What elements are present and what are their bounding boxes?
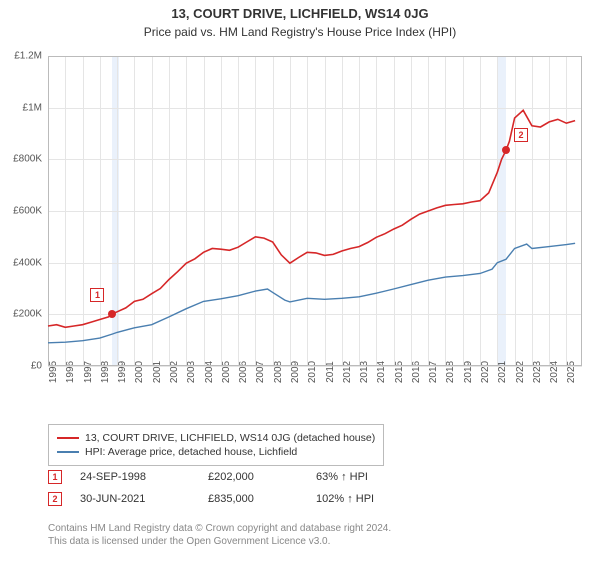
sale-price: £202,000 [208,471,298,483]
chart-lines [48,56,582,366]
legend-label: 13, COURT DRIVE, LICHFIELD, WS14 0JG (de… [85,432,375,444]
sale-vs-hpi: 63% ↑ HPI [316,471,368,483]
legend: 13, COURT DRIVE, LICHFIELD, WS14 0JG (de… [48,424,384,466]
y-axis-label: £400K [13,257,42,268]
legend-label: HPI: Average price, detached house, Lich… [85,446,297,458]
sale-marker-dot [502,146,510,154]
legend-row: 13, COURT DRIVE, LICHFIELD, WS14 0JG (de… [57,432,375,444]
sale-marker-dot [108,310,116,318]
y-axis-label: £1M [23,102,42,113]
sale-vs-hpi: 102% ↑ HPI [316,493,374,505]
sale-date: 24-SEP-1998 [80,471,190,483]
legend-swatch [57,437,79,439]
series-property_price [48,110,575,327]
sale-marker-label: 2 [514,128,528,142]
sale-row: 2 30-JUN-2021 £835,000 102% ↑ HPI [48,492,374,506]
sale-marker-label: 1 [90,288,104,302]
plot-area: £0£200K£400K£600K£800K£1M£1.2M1995199619… [48,56,582,366]
y-axis-label: £1.2M [14,51,42,62]
chart-subtitle: Price paid vs. HM Land Registry's House … [0,25,600,39]
sale-price: £835,000 [208,493,298,505]
sale-row-marker: 1 [48,470,62,484]
footnote-line: Contains HM Land Registry data © Crown c… [48,522,391,535]
y-axis-label: £0 [31,361,42,372]
sale-date: 30-JUN-2021 [80,493,190,505]
sale-row: 1 24-SEP-1998 £202,000 63% ↑ HPI [48,470,368,484]
y-axis-label: £600K [13,206,42,217]
footnote-line: This data is licensed under the Open Gov… [48,535,391,548]
legend-row: HPI: Average price, detached house, Lich… [57,446,375,458]
y-axis-label: £200K [13,309,42,320]
chart-title: 13, COURT DRIVE, LICHFIELD, WS14 0JG [0,6,600,21]
series-hpi [48,243,575,342]
footnote: Contains HM Land Registry data © Crown c… [48,522,391,548]
legend-swatch [57,451,79,453]
sale-row-marker: 2 [48,492,62,506]
y-axis-label: £800K [13,154,42,165]
